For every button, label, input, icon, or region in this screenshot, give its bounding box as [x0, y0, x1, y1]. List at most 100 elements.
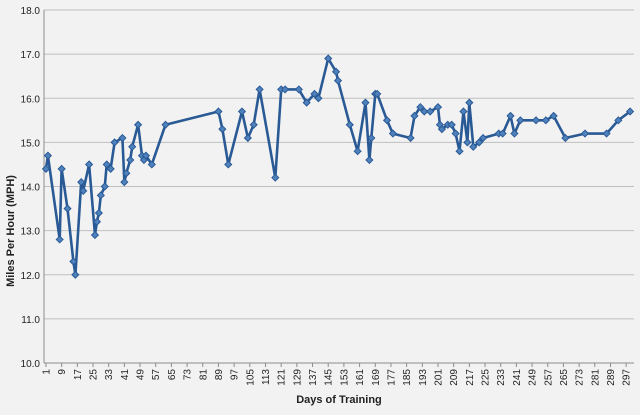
x-tick-label: 121 — [277, 369, 288, 386]
x-tick-label: 225 — [481, 369, 492, 386]
gridlines — [44, 9, 634, 364]
x-tick-label: 185 — [402, 369, 413, 386]
x-tick-label: 81 — [198, 369, 209, 381]
x-tick-label: 209 — [449, 369, 460, 386]
x-tick-label: 297 — [622, 369, 633, 386]
data-point — [580, 129, 590, 138]
data-point — [410, 111, 419, 121]
data-point — [96, 191, 105, 200]
data-point — [388, 129, 398, 138]
x-tick-label: 25 — [89, 369, 100, 381]
data-point — [625, 107, 635, 116]
data-point — [118, 133, 127, 143]
data-point — [224, 160, 233, 169]
data-point — [214, 107, 223, 116]
data-point — [237, 107, 247, 116]
data-point — [147, 160, 156, 169]
data-point — [249, 120, 258, 129]
data-point — [516, 116, 525, 125]
x-tick-label: 241 — [512, 369, 523, 386]
data-point — [459, 107, 468, 116]
y-tick-label: 16.0 — [21, 94, 41, 105]
y-tick-label: 14.0 — [21, 183, 41, 194]
x-tick-label: 217 — [465, 369, 476, 386]
data-point — [63, 204, 72, 213]
data-point — [77, 177, 86, 187]
x-tick-label: 289 — [606, 369, 617, 386]
data-point — [161, 120, 170, 129]
x-axis-title: Days of Training — [296, 394, 382, 406]
x-tick-label: 273 — [575, 369, 586, 386]
data-point — [465, 98, 474, 107]
data-point — [602, 129, 611, 138]
data-point — [255, 85, 264, 94]
x-tick-label: 129 — [292, 369, 303, 386]
data-point — [133, 120, 143, 129]
x-tick-label: 113 — [261, 369, 272, 385]
data-point — [302, 98, 311, 107]
data-point — [100, 182, 109, 191]
data-point — [361, 98, 370, 107]
x-tick-labels: 1 9 17 25 33 41 49 57 65 73 81 89 97 105 113 121 129 137 1… — [41, 369, 632, 386]
x-tick-label: 57 — [151, 369, 162, 381]
data-point — [469, 142, 478, 151]
data-point — [90, 230, 100, 240]
data-point — [57, 164, 66, 173]
x-tick-label: 201 — [433, 369, 444, 386]
data-point — [426, 107, 435, 116]
data-point — [128, 142, 137, 151]
data-point — [506, 111, 515, 121]
y-tick-label: 15.0 — [21, 138, 41, 149]
axes — [43, 10, 634, 367]
x-tick-label: 281 — [590, 369, 601, 386]
data-point — [110, 138, 119, 147]
x-tick-label: 161 — [355, 369, 366, 386]
x-tick-label: 169 — [371, 369, 382, 386]
data-point — [531, 116, 541, 125]
x-tick-label: 249 — [528, 369, 539, 386]
data-point — [365, 155, 374, 165]
data-point — [447, 120, 456, 129]
y-tick-label: 13.0 — [21, 227, 41, 238]
data-point — [561, 133, 570, 143]
x-tick-label: 193 — [418, 369, 429, 386]
data-point — [549, 111, 558, 121]
data-point — [463, 138, 472, 147]
data-point — [92, 217, 102, 226]
data-point — [243, 133, 252, 143]
series-line-0 — [44, 57, 631, 277]
data-point — [373, 89, 382, 98]
data-point — [84, 160, 94, 169]
data-point — [382, 116, 392, 125]
x-tick-label: 105 — [245, 369, 256, 386]
x-tick-label: 73 — [183, 369, 194, 381]
data-point — [314, 94, 323, 103]
data-point — [437, 125, 447, 134]
y-axis-title: Miles Per Hour (MPH) — [5, 175, 17, 287]
data-point — [280, 85, 290, 94]
data-point — [106, 164, 115, 173]
y-tick-label: 17.0 — [21, 50, 41, 61]
data-point — [510, 129, 519, 138]
x-tick-label: 257 — [543, 369, 554, 386]
data-point — [475, 138, 484, 147]
data-point — [433, 102, 443, 112]
data-point — [294, 85, 303, 94]
y-tick-label: 12.0 — [21, 271, 41, 282]
data-point — [120, 177, 129, 187]
data-point — [55, 235, 64, 244]
x-tick-label: 41 — [120, 369, 131, 381]
data-point — [353, 147, 362, 156]
data-series — [41, 54, 635, 279]
data-point — [498, 129, 507, 138]
data-point — [345, 120, 354, 129]
y-tick-label: 11.0 — [21, 315, 40, 326]
data-point — [126, 155, 135, 165]
data-point — [420, 107, 429, 116]
data-point — [141, 151, 151, 160]
data-point — [451, 129, 460, 138]
data-point — [478, 133, 488, 143]
data-point — [310, 89, 319, 98]
x-tick-label: 89 — [214, 369, 225, 381]
